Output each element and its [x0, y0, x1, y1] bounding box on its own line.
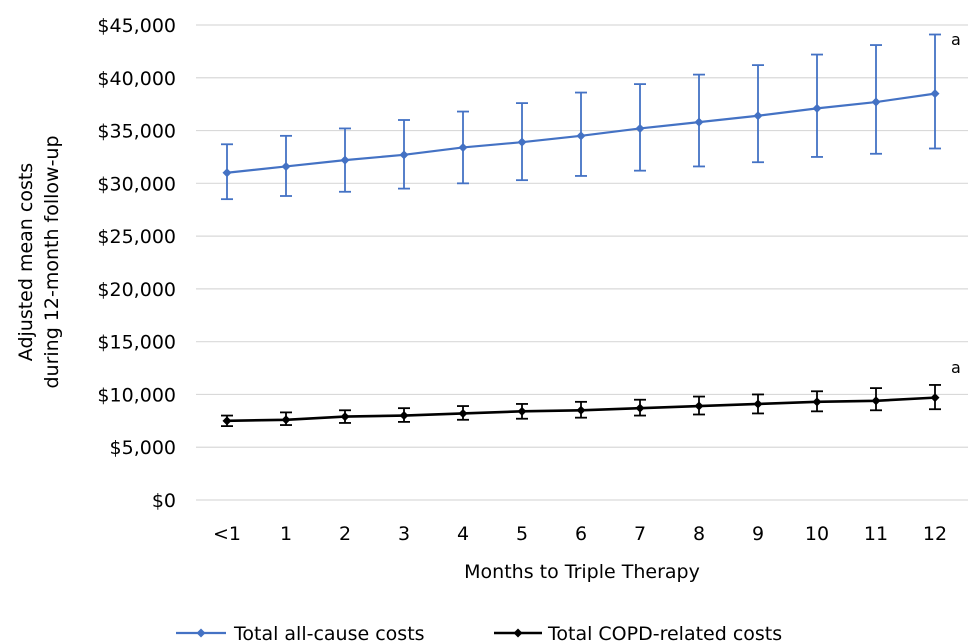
- data-point: [517, 137, 527, 147]
- series-layer: aa: [221, 30, 961, 428]
- x-axis-ticks: <1 1 2 3 4 5 6 7 8 9 10 11 12: [213, 523, 947, 545]
- legend-label: Total COPD-related costs: [547, 623, 782, 643]
- data-point: [871, 97, 881, 107]
- data-point: [694, 117, 704, 127]
- data-point: [281, 161, 291, 171]
- data-point: [399, 150, 409, 160]
- data-point: [281, 415, 291, 425]
- legend-marker: [196, 628, 206, 638]
- data-point: [930, 89, 940, 99]
- data-point: [694, 401, 704, 411]
- data-point: [635, 123, 645, 133]
- y-tick-label: $5,000: [110, 437, 176, 459]
- legend-item: Total COPD-related costs: [494, 623, 782, 643]
- data-point: [458, 142, 468, 152]
- data-point: [222, 168, 232, 178]
- data-point: [576, 405, 586, 415]
- x-tick-label: 9: [752, 523, 764, 545]
- data-point: [753, 399, 763, 409]
- legend-label: Total all-cause costs: [233, 623, 425, 643]
- x-tick-label: 10: [805, 523, 829, 545]
- data-point: [812, 397, 822, 407]
- y-axis-title-line-2: during 12-month follow-up: [41, 135, 63, 388]
- x-tick-label: 5: [516, 523, 528, 545]
- data-point: [871, 396, 881, 406]
- y-axis-ticks: $0 $5,000 $10,000 $15,000 $20,000 $25,000 $30,…: [97, 15, 176, 512]
- y-tick-label: $40,000: [97, 68, 176, 90]
- data-point: [458, 408, 468, 418]
- y-tick-label: $35,000: [97, 121, 176, 143]
- y-tick-label: $30,000: [97, 173, 176, 195]
- data-point: [635, 403, 645, 413]
- y-tick-label: $10,000: [97, 384, 176, 406]
- data-point: [517, 406, 527, 416]
- data-point: [812, 103, 822, 113]
- x-axis-title: Months to Triple Therapy: [464, 561, 700, 583]
- series-copd-related: a: [221, 358, 961, 428]
- x-tick-label: 3: [398, 523, 410, 545]
- data-point: [576, 131, 586, 141]
- data-point: [222, 416, 232, 426]
- data-point: [340, 412, 350, 422]
- gridlines: [196, 24, 968, 501]
- legend-item: Total all-cause costs: [176, 623, 425, 643]
- x-tick-label: 11: [864, 523, 888, 545]
- data-point: [753, 111, 763, 121]
- y-tick-label: $45,000: [97, 15, 176, 37]
- y-tick-label: $0: [152, 490, 176, 512]
- x-tick-label: 7: [634, 523, 646, 545]
- x-tick-label: <1: [213, 523, 241, 545]
- series-all-cause: a: [221, 30, 961, 201]
- annotation-label: a: [951, 30, 961, 49]
- y-tick-label: $15,000: [97, 332, 176, 354]
- x-tick-label: 1: [280, 523, 292, 545]
- y-tick-label: $25,000: [97, 226, 176, 248]
- x-tick-label: 4: [457, 523, 469, 545]
- annotation-label: a: [951, 358, 961, 377]
- legend-marker: [513, 628, 523, 638]
- y-axis-title-line-1: Adjusted mean costs: [15, 163, 37, 361]
- x-tick-label: 8: [693, 523, 705, 545]
- y-tick-label: $20,000: [97, 279, 176, 301]
- data-point: [930, 393, 940, 403]
- data-point: [340, 155, 350, 165]
- data-point: [399, 411, 409, 421]
- legend: Total all-cause costs Total COPD-related …: [176, 623, 782, 643]
- y-axis-title: Adjusted mean costs during 12-month foll…: [15, 135, 63, 388]
- x-tick-label: 12: [923, 523, 947, 545]
- x-tick-label: 6: [575, 523, 587, 545]
- x-tick-label: 2: [339, 523, 351, 545]
